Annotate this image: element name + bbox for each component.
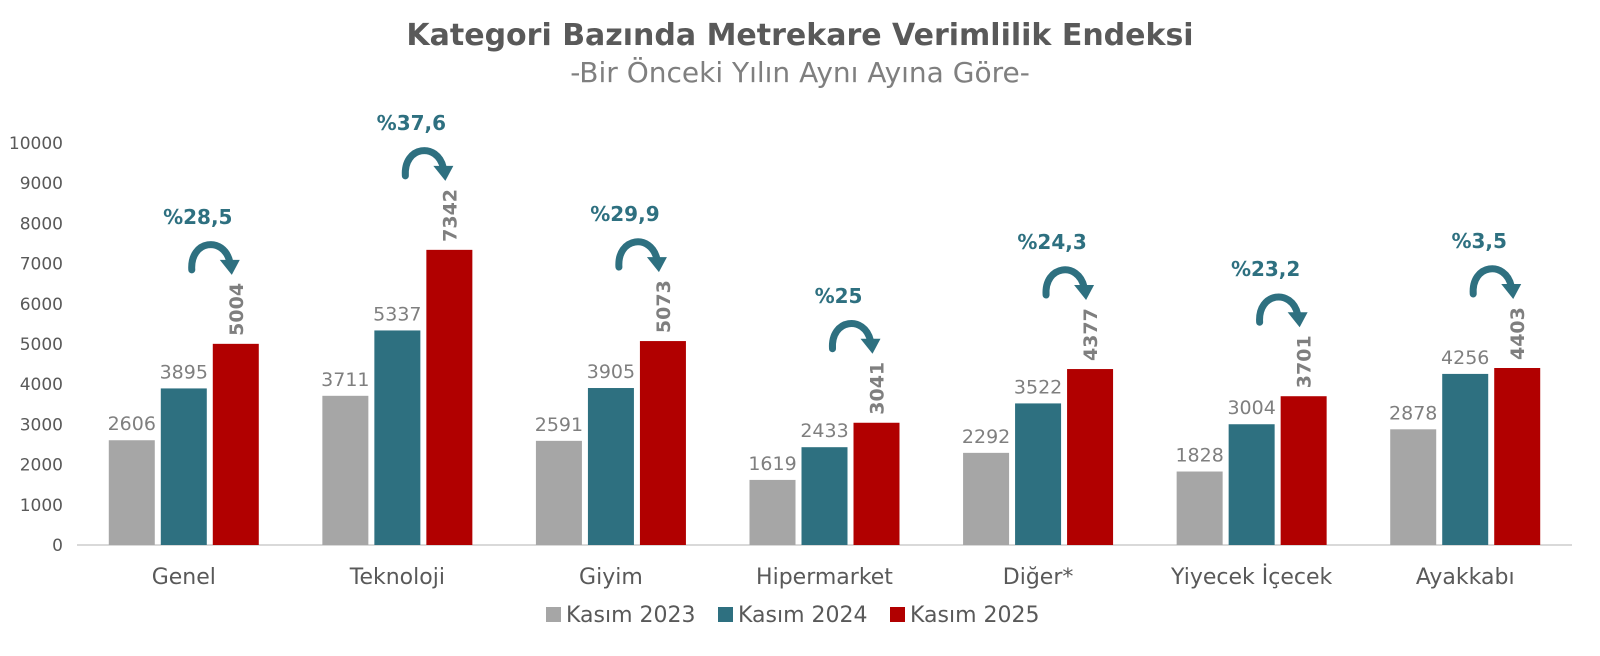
bar xyxy=(322,395,369,545)
data-label: 7342 xyxy=(439,189,461,242)
legend-label: Kasım 2025 xyxy=(910,603,1040,628)
y-tick-label: 8000 xyxy=(20,214,63,234)
bar xyxy=(801,447,848,545)
x-tick-label: Yiyecek İçecek xyxy=(1170,564,1332,590)
y-tick-label: 5000 xyxy=(20,335,63,355)
data-label: 5004 xyxy=(226,283,248,336)
curved-arrow-icon xyxy=(401,147,447,180)
data-label: 1828 xyxy=(1175,445,1223,467)
arrow-head-icon xyxy=(1074,285,1095,301)
curved-arrow-icon xyxy=(188,241,234,274)
data-label: 2433 xyxy=(800,420,848,442)
x-tick-label: Teknoloji xyxy=(349,565,445,590)
bar xyxy=(535,440,582,545)
data-label: 4403 xyxy=(1507,307,1529,360)
bar xyxy=(853,422,900,545)
bar xyxy=(749,479,796,545)
x-tick-label: Ayakkabı xyxy=(1416,565,1515,590)
curved-arrow-icon xyxy=(1469,265,1515,298)
data-label: 2606 xyxy=(108,413,156,435)
data-label: 3041 xyxy=(867,362,889,415)
data-label: 2591 xyxy=(535,414,583,436)
bar xyxy=(212,343,259,545)
arrow-head-icon xyxy=(860,338,881,354)
x-tick-label: Diğer* xyxy=(1003,565,1074,590)
y-tick-label: 9000 xyxy=(20,174,63,194)
bar xyxy=(963,452,1010,545)
data-label: 3711 xyxy=(321,369,369,391)
change-label: %28,5 xyxy=(163,205,232,229)
bar xyxy=(587,388,634,545)
x-tick-label: Hipermarket xyxy=(756,565,893,590)
legend-label: Kasım 2023 xyxy=(566,603,696,628)
data-label: 2878 xyxy=(1389,402,1437,424)
y-tick-label: 6000 xyxy=(20,295,63,315)
bar xyxy=(1015,403,1062,545)
data-label: 3701 xyxy=(1294,335,1316,388)
bar xyxy=(1176,471,1223,545)
bar xyxy=(639,341,686,545)
data-label: 3522 xyxy=(1014,376,1062,398)
chart-subtitle: -Bir Önceki Yılın Aynı Ayına Göre- xyxy=(570,56,1030,89)
change-label: %23,2 xyxy=(1231,257,1300,281)
data-label: 5073 xyxy=(653,280,675,333)
bar xyxy=(160,388,207,545)
data-label: 4377 xyxy=(1080,308,1102,361)
curved-arrow-icon xyxy=(1042,266,1088,299)
bar xyxy=(426,249,473,545)
curved-arrow-icon xyxy=(1256,293,1302,326)
x-tick-label: Giyim xyxy=(579,565,643,590)
arrow-head-icon xyxy=(646,257,667,273)
legend-swatch xyxy=(546,607,561,622)
data-label: 5337 xyxy=(373,303,421,325)
curved-arrow-icon xyxy=(828,320,874,353)
arrow-head-icon xyxy=(1287,312,1308,328)
curved-arrow-icon xyxy=(615,238,661,271)
y-tick-label: 7000 xyxy=(20,255,63,275)
y-tick-label: 1000 xyxy=(20,496,63,516)
data-label: 2292 xyxy=(962,426,1010,448)
y-tick-label: 0 xyxy=(52,536,63,556)
change-label: %37,6 xyxy=(377,111,446,135)
data-label: 3895 xyxy=(160,361,208,383)
bar xyxy=(1228,424,1275,545)
bar xyxy=(1442,373,1489,545)
y-tick-label: 10000 xyxy=(9,134,63,154)
y-tick-label: 2000 xyxy=(20,456,63,476)
data-label: 1619 xyxy=(748,453,796,475)
bar xyxy=(1494,367,1541,545)
bar xyxy=(1067,369,1114,545)
y-tick-label: 4000 xyxy=(20,375,63,395)
arrow-head-icon xyxy=(1501,283,1522,299)
bar xyxy=(374,330,421,545)
change-label: %3,5 xyxy=(1451,229,1506,253)
change-label: %29,9 xyxy=(590,202,659,226)
legend-label: Kasım 2024 xyxy=(738,603,868,628)
chart-title: Kategori Bazında Metrekare Verimlilik En… xyxy=(406,18,1194,53)
y-tick-label: 3000 xyxy=(20,415,63,435)
bar xyxy=(108,440,155,545)
bar xyxy=(1280,396,1327,545)
arrow-head-icon xyxy=(433,165,454,181)
x-tick-label: Genel xyxy=(152,565,216,590)
data-label: 4256 xyxy=(1441,347,1489,369)
legend-swatch xyxy=(718,607,733,622)
arrow-head-icon xyxy=(219,259,240,275)
data-label: 3905 xyxy=(587,361,635,383)
change-label: %25 xyxy=(815,284,863,308)
bar xyxy=(1390,429,1437,545)
data-label: 3004 xyxy=(1227,397,1275,419)
legend-swatch xyxy=(890,607,905,622)
change-label: %24,3 xyxy=(1017,230,1086,254)
